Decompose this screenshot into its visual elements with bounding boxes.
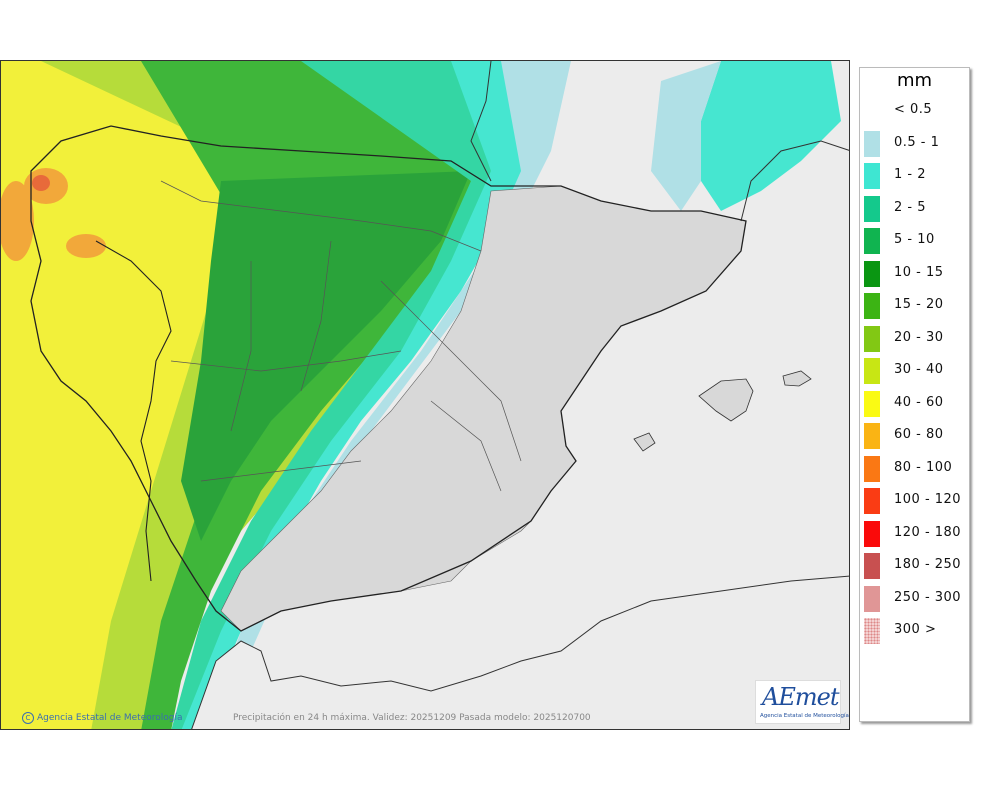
- legend-label: 180 - 250: [894, 557, 962, 572]
- precip-band-darkgreen: [181, 171, 471, 541]
- legend-swatch: [864, 618, 880, 644]
- copyright-icon: C: [22, 712, 34, 724]
- legend-item: 15 - 20: [864, 293, 968, 319]
- legend-label: 2 - 5: [894, 199, 926, 215]
- footer-credit: C Agencia Estatal de Meteorología: [22, 712, 183, 724]
- logo-subtitle: Agencia Estatal de Meteorología: [760, 713, 849, 719]
- legend-label: 300 >: [894, 622, 937, 637]
- precip-band-teal: [171, 61, 561, 729]
- precip-spot-galicia-core: [32, 175, 50, 191]
- legend-swatch: [864, 195, 880, 222]
- legend-swatch: [864, 390, 880, 417]
- legend-swatch: [864, 98, 880, 124]
- legend-label: 250 - 300: [894, 589, 962, 605]
- legend-item: 80 - 100: [864, 455, 968, 482]
- legend-label: 1 - 2: [894, 167, 926, 182]
- legend-swatch: [864, 455, 880, 482]
- legend-label: 30 - 40: [894, 362, 944, 377]
- legend-swatch: [864, 260, 880, 287]
- legend-label: 20 - 30: [894, 329, 944, 345]
- legend-swatch: [864, 130, 880, 157]
- precipitation-map[interactable]: [0, 60, 850, 730]
- legend-swatch: [864, 325, 880, 352]
- precip-band-cyan: [181, 61, 561, 729]
- legend-item: 100 - 120: [864, 488, 968, 514]
- aemet-logo: AEmet Agencia Estatal de Meteorología: [755, 680, 849, 724]
- legend-label: < 0.5: [894, 102, 933, 117]
- legend-label: 60 - 80: [894, 427, 944, 442]
- footer-caption: Precipitación en 24 h máxima. Validez: 2…: [233, 713, 591, 723]
- legend-item: < 0.5: [864, 98, 968, 124]
- map-canvas: [1, 61, 849, 729]
- legend-item: 180 - 250: [864, 553, 968, 579]
- logo-wordmark: AEmet: [762, 683, 839, 711]
- precip-patch-ne-pale: [651, 61, 721, 211]
- legend-label: 80 - 100: [894, 459, 953, 475]
- coast-france: [470, 61, 849, 222]
- portugal-border: [95, 240, 172, 582]
- legend-item: 1 - 2: [864, 163, 968, 189]
- legend-swatch: [864, 293, 880, 319]
- legend-title: mm: [896, 70, 933, 91]
- legend-label: 5 - 10: [894, 232, 935, 247]
- legend-swatch: [864, 163, 880, 189]
- island-ibiza: [633, 432, 656, 452]
- legend-item: 0.5 - 1: [864, 130, 968, 157]
- iberia-outline: [30, 125, 747, 632]
- legend-label: 120 - 180: [894, 524, 962, 540]
- precip-spot-atlantic: [1, 181, 34, 261]
- legend-item: 20 - 30: [864, 325, 968, 352]
- region-lines: [160, 180, 522, 492]
- legend-swatch: [864, 520, 880, 547]
- legend-label: 0.5 - 1: [894, 134, 940, 150]
- legend-swatch: [864, 553, 880, 579]
- footer-credit-text: Agencia Estatal de Meteorología: [37, 713, 183, 723]
- island-menorca: [782, 370, 812, 387]
- legend-item: 30 - 40: [864, 358, 968, 384]
- legend-label: 10 - 15: [894, 264, 944, 280]
- legend-item: 60 - 80: [864, 423, 968, 449]
- legend-label: 40 - 60: [894, 394, 944, 410]
- legend-swatch: [864, 358, 880, 384]
- legend-item: 10 - 15: [864, 260, 968, 287]
- legend-item: 250 - 300: [864, 585, 968, 612]
- legend-item: 5 - 10: [864, 228, 968, 254]
- legend-swatch: [864, 488, 880, 514]
- legend-swatch: [864, 423, 880, 449]
- legend-label: 100 - 120: [894, 492, 962, 507]
- island-mallorca: [698, 378, 754, 422]
- legend-swatch: [864, 228, 880, 254]
- legend-item: 120 - 180: [864, 520, 968, 547]
- precip-spot-west: [66, 234, 106, 258]
- legend-label: 15 - 20: [894, 297, 944, 312]
- legend-item: 40 - 60: [864, 390, 968, 417]
- legend-item: 2 - 5: [864, 195, 968, 222]
- legend-swatch: [864, 585, 880, 612]
- precip-band-pale: [206, 61, 571, 729]
- legend-item: 300 >: [864, 618, 968, 644]
- legend-panel: mm < 0.5 0.5 - 1 1 - 2 2 - 5 5 - 10 10 - 15 15…: [859, 67, 970, 722]
- precip-patch-ne: [701, 61, 841, 211]
- coast-africa: [191, 575, 849, 729]
